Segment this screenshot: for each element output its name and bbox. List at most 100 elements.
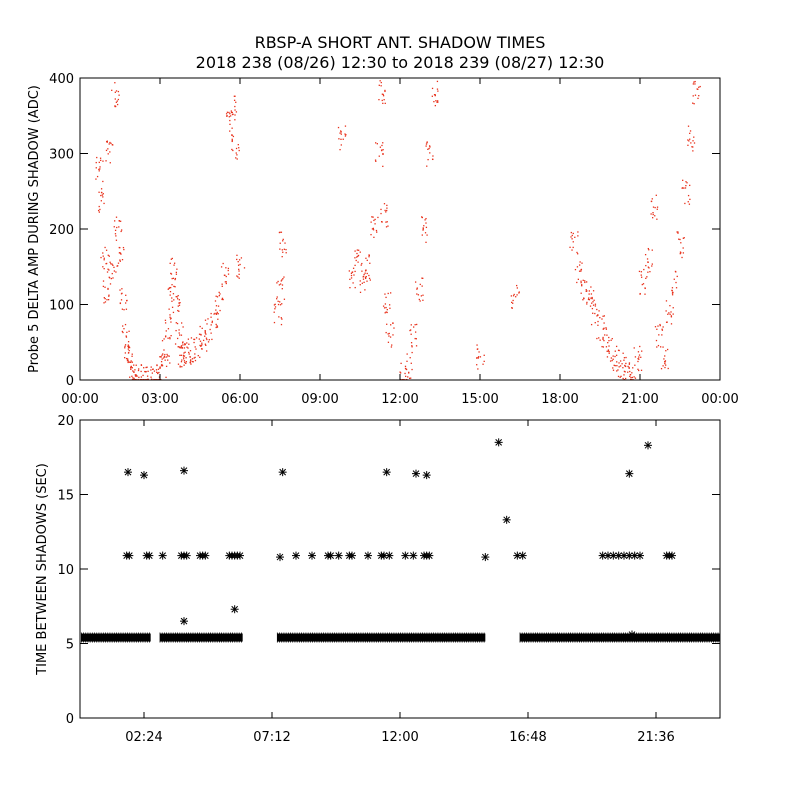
- data-point: [122, 331, 124, 334]
- data-point: [181, 342, 184, 344]
- data-point: [385, 221, 387, 223]
- data-point: [161, 340, 164, 342]
- data-point: [109, 261, 111, 263]
- data-point: [210, 324, 212, 326]
- data-point: [178, 310, 180, 312]
- data-point: [574, 236, 576, 238]
- data-point: [357, 249, 360, 251]
- data-point: [109, 283, 112, 285]
- data-point: [204, 330, 206, 332]
- data-point: [637, 368, 639, 370]
- data-point: [476, 364, 478, 366]
- data-point: [182, 354, 185, 357]
- data-point: [681, 256, 683, 259]
- data-point: [130, 365, 132, 368]
- data-point: [665, 300, 668, 302]
- data-point: [108, 255, 110, 257]
- data-point: [516, 287, 518, 289]
- x-tick-label: 03:00: [141, 392, 178, 407]
- data-point: [101, 194, 104, 196]
- data-point: [281, 288, 283, 290]
- data-point: [479, 356, 482, 358]
- data-point: [124, 352, 127, 354]
- data-point: [640, 276, 643, 278]
- data-point: [431, 87, 434, 90]
- data-point: [627, 371, 629, 373]
- data-point: [416, 293, 418, 295]
- data-point: [428, 145, 431, 147]
- data-point: [178, 346, 180, 348]
- data-point: [412, 469, 420, 478]
- data-point: [169, 362, 171, 364]
- data-point: [610, 357, 612, 359]
- data-point: [646, 276, 648, 278]
- data-point: [667, 313, 669, 315]
- data-point: [99, 168, 101, 170]
- data-point: [435, 100, 437, 102]
- data-point: [280, 231, 283, 233]
- data-point: [131, 375, 133, 377]
- data-point: [623, 370, 626, 373]
- data-point: [638, 369, 640, 372]
- data-point: [647, 266, 650, 268]
- data-point: [373, 236, 375, 238]
- data-point: [114, 82, 116, 84]
- data-point: [516, 294, 518, 296]
- data-point: [633, 347, 635, 349]
- data-point: [124, 357, 126, 359]
- data-point: [382, 153, 384, 156]
- data-point: [667, 367, 669, 370]
- data-point: [121, 308, 124, 310]
- data-point: [214, 312, 216, 315]
- data-point: [354, 264, 356, 267]
- data-point: [672, 291, 674, 294]
- data-point: [105, 160, 107, 162]
- data-point: [189, 360, 192, 362]
- data-point: [352, 282, 354, 284]
- data-point: [280, 280, 282, 282]
- data-point: [164, 322, 167, 324]
- data-point: [231, 140, 233, 143]
- data-point: [184, 343, 186, 345]
- data-point: [236, 254, 238, 256]
- data-point: [408, 371, 410, 374]
- data-point: [664, 355, 666, 357]
- data-point: [116, 100, 118, 102]
- data-point: [155, 369, 158, 371]
- data-point: [684, 187, 687, 189]
- data-point: [375, 142, 377, 144]
- data-point: [424, 219, 426, 221]
- data-point: [511, 301, 513, 304]
- data-point: [206, 338, 208, 341]
- data-point: [587, 298, 590, 301]
- data-point: [410, 377, 412, 379]
- data-point: [206, 350, 208, 352]
- data-point: [380, 85, 382, 87]
- data-point: [426, 141, 428, 143]
- data-point: [603, 315, 606, 317]
- data-point: [179, 334, 181, 336]
- data-point: [603, 322, 605, 324]
- y-tick-label: 0: [66, 712, 74, 727]
- data-point: [483, 354, 485, 356]
- data-point: [177, 309, 179, 312]
- data-point: [698, 94, 700, 97]
- data-point: [624, 364, 626, 367]
- y-tick-label: 15: [57, 489, 74, 504]
- data-point: [130, 368, 132, 370]
- data-point: [118, 226, 120, 228]
- data-point: [619, 376, 621, 378]
- data-point: [205, 333, 207, 335]
- data-point: [672, 307, 674, 309]
- data-point: [630, 377, 632, 379]
- data-point: [639, 293, 641, 295]
- data-point: [231, 127, 233, 129]
- data-point: [477, 368, 479, 370]
- data-point: [169, 262, 171, 264]
- data-point: [623, 374, 625, 376]
- data-point: [175, 271, 178, 274]
- data-point: [670, 311, 672, 313]
- data-point: [378, 98, 380, 101]
- data-point: [680, 242, 682, 244]
